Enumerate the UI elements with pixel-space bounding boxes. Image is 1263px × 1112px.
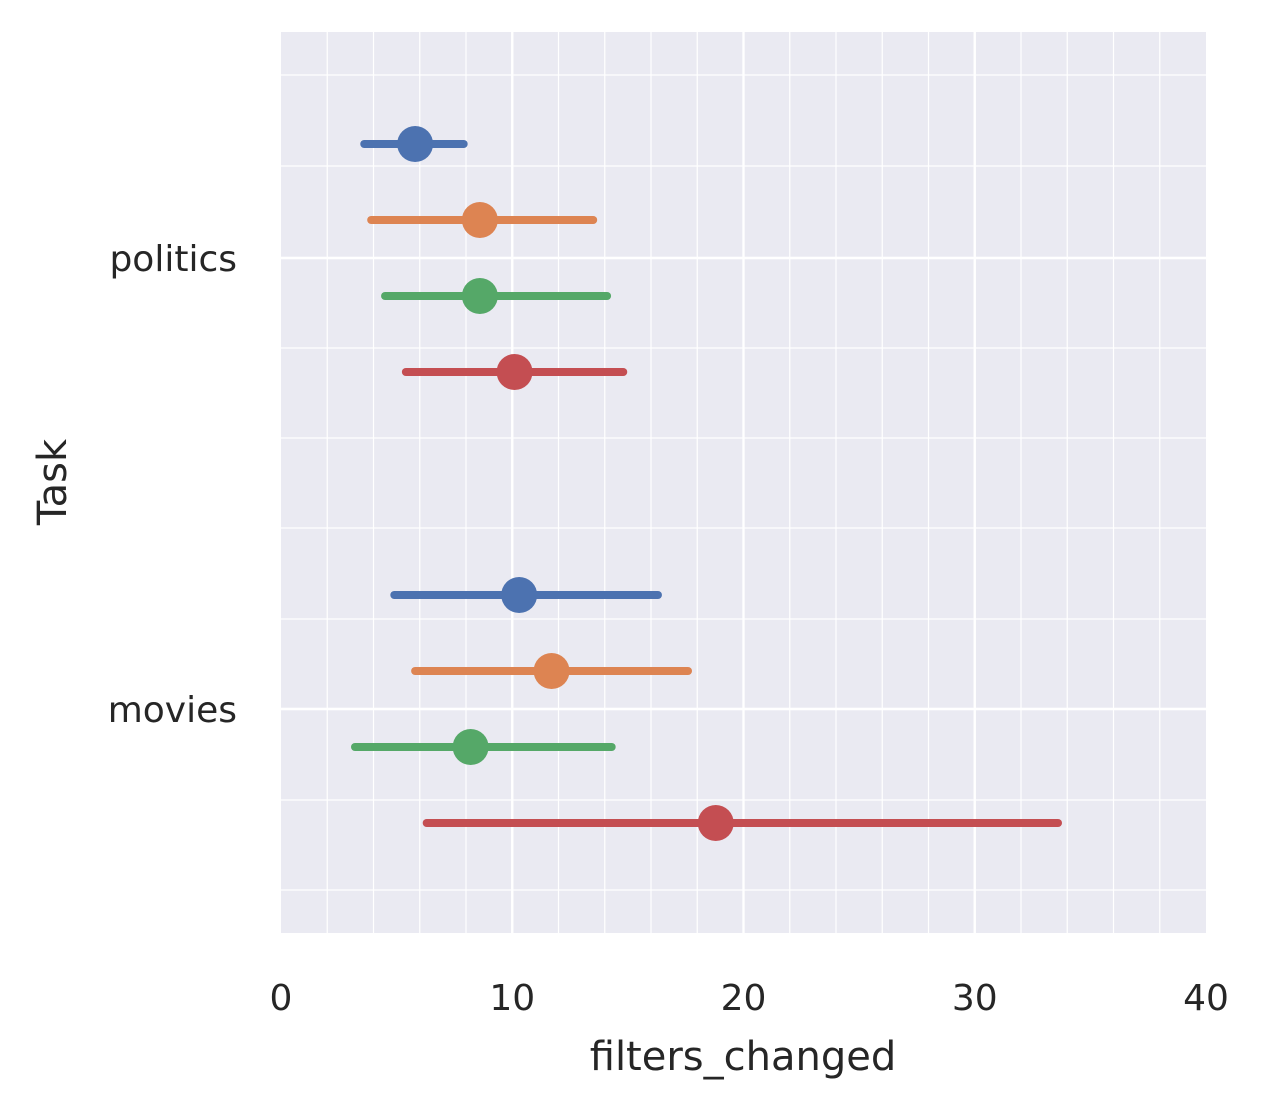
mean-point: [397, 126, 434, 162]
mean-point: [461, 202, 498, 238]
mean-point: [496, 354, 533, 390]
mean-point: [697, 805, 734, 841]
x-tick-label: 40: [1183, 978, 1229, 1019]
y-tick-labels: politics movies: [108, 239, 237, 731]
mean-point: [533, 653, 570, 689]
x-tick-label: 20: [721, 978, 767, 1019]
x-tick-label: 10: [489, 978, 535, 1019]
data-marks: [351, 126, 1062, 841]
mean-point: [461, 278, 498, 314]
x-tick-labels: 0 10 20 30 40: [270, 978, 1229, 1019]
y-axis-label: Task: [30, 438, 76, 526]
x-tick-label: 0: [270, 978, 293, 1019]
y-tick-label: movies: [108, 690, 237, 731]
x-axis-label: filters_changed: [590, 1034, 896, 1080]
mean-point: [501, 577, 538, 613]
mean-point: [452, 729, 489, 765]
y-tick-label: politics: [109, 239, 237, 280]
grid-lines: [281, 32, 1206, 933]
x-tick-label: 30: [952, 978, 998, 1019]
